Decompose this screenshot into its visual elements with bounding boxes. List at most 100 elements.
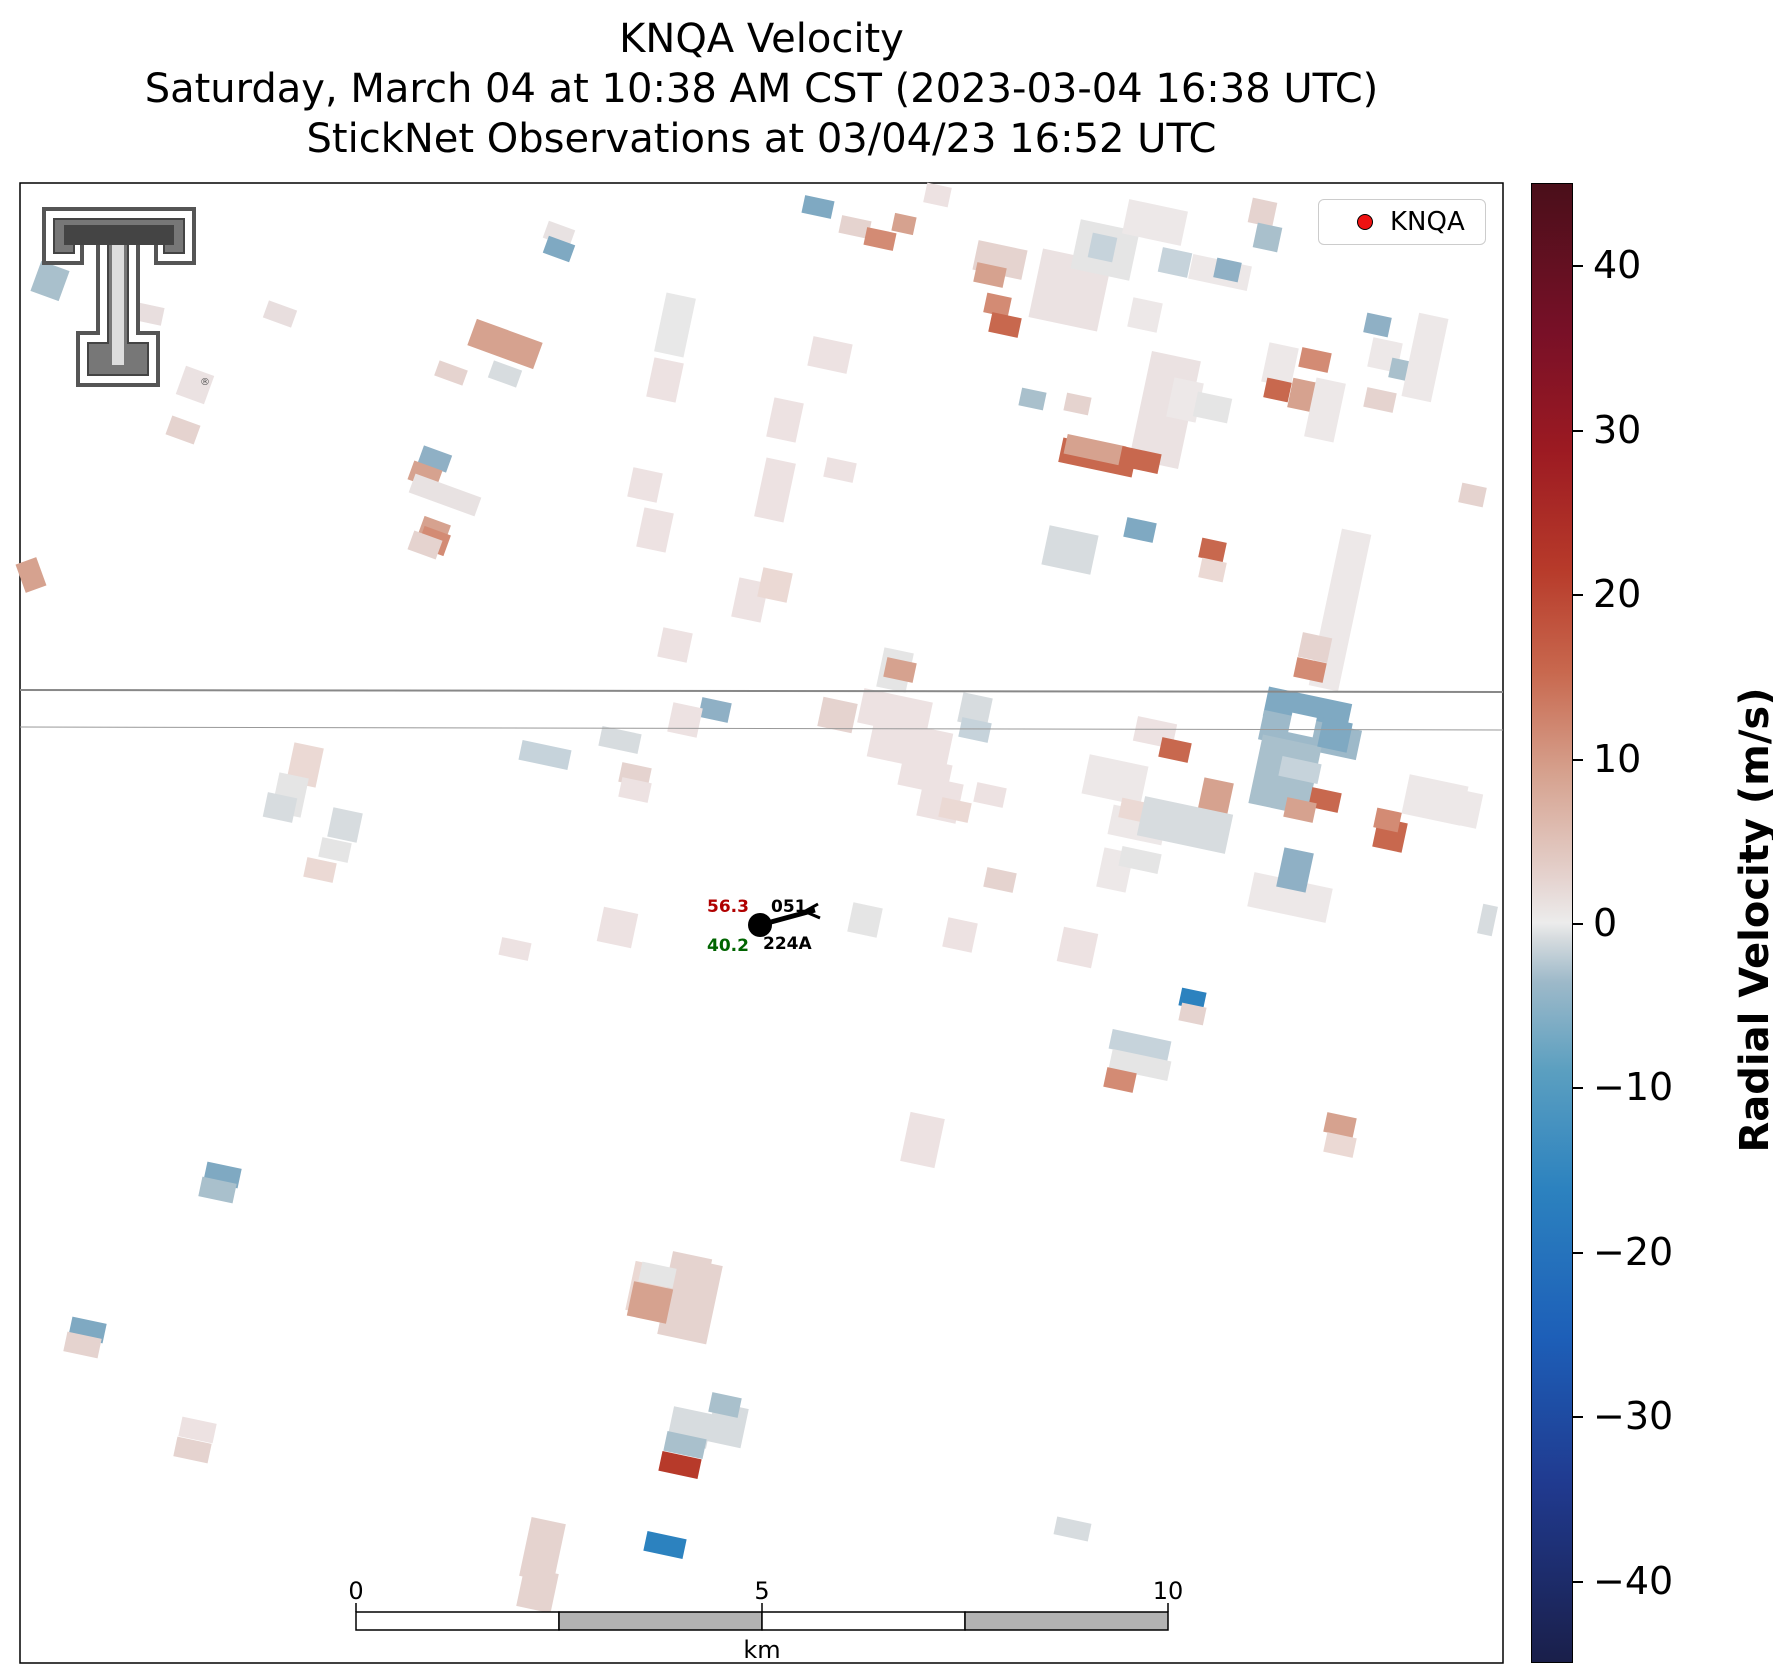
velocity-gate (1458, 482, 1487, 508)
velocity-gate (1198, 557, 1227, 583)
velocity-gate (1247, 197, 1278, 228)
velocity-gate (1108, 1048, 1172, 1082)
colorbar-tick (1573, 1580, 1583, 1583)
velocity-gate (657, 627, 693, 663)
map-legend: KNQA (1318, 199, 1486, 245)
figure-title: KNQA Velocity Saturday, March 04 at 10:3… (20, 14, 1503, 164)
velocity-gate (983, 292, 1012, 318)
velocity-gate (1297, 632, 1333, 663)
velocity-gate (667, 1251, 713, 1284)
velocity-gate (1063, 433, 1127, 467)
velocity-gate (1436, 786, 1484, 829)
velocity-gate (698, 697, 732, 723)
radar-site-marker-icon (1357, 214, 1373, 230)
velocity-gate (627, 467, 663, 503)
scale-tick-label: 0 (348, 1577, 364, 1605)
colorbar-tick-label: 20 (1593, 572, 1642, 617)
velocity-gate (708, 1392, 742, 1418)
velocity-gate (900, 1111, 945, 1169)
velocity-gate (498, 937, 532, 961)
velocity-gate (1158, 737, 1192, 763)
boundary-line (19, 726, 1504, 731)
velocity-gate (178, 1416, 217, 1444)
velocity-gate (958, 717, 992, 743)
velocity-gate (518, 740, 572, 770)
velocity-gate (1198, 537, 1227, 563)
scale-tick-label: 5 (754, 1577, 770, 1605)
velocity-gate (891, 212, 917, 236)
velocity-gate (327, 807, 363, 843)
velocity-gate (1041, 525, 1099, 575)
velocity-gate (262, 792, 298, 823)
wind-barb-flag (805, 910, 821, 920)
colorbar (1531, 183, 1573, 1663)
velocity-gate (643, 1531, 687, 1559)
velocity-gate (487, 360, 523, 388)
velocity-gate (847, 902, 883, 938)
velocity-gate (596, 906, 639, 949)
velocity-gate (63, 1331, 102, 1359)
colorbar-tick-label: 30 (1593, 407, 1642, 452)
velocity-gate (173, 1436, 212, 1464)
colorbar-tick-label: −10 (1593, 1065, 1674, 1110)
colorbar-tick-label: −40 (1593, 1558, 1674, 1603)
velocity-gate (618, 777, 652, 803)
station-dewpoint: 40.2 (707, 936, 749, 956)
velocity-gate (1298, 347, 1332, 373)
velocity-gate (1363, 387, 1397, 413)
velocity-gate (988, 312, 1022, 338)
title-line-3: StickNet Observations at 03/04/23 16:52 … (306, 116, 1217, 162)
velocity-gate (863, 227, 897, 251)
colorbar-tick (1573, 758, 1583, 761)
colorbar-tick (1573, 1087, 1583, 1090)
velocity-gate (408, 473, 482, 517)
velocity-gate (757, 567, 793, 603)
velocity-gate (1123, 517, 1157, 543)
velocity-gate (1122, 199, 1188, 246)
title-line-1: KNQA Velocity (619, 16, 904, 62)
colorbar-tick-label: 40 (1593, 243, 1642, 288)
velocity-gate (807, 336, 853, 374)
velocity-gate (1252, 222, 1283, 253)
velocity-gate (1127, 297, 1163, 333)
velocity-gate (1213, 257, 1242, 283)
velocity-gate (1247, 872, 1333, 923)
velocity-gate (1136, 796, 1234, 854)
colorbar-tick (1573, 923, 1583, 925)
velocity-gate (1287, 377, 1318, 413)
velocity-gate (318, 837, 352, 863)
velocity-gate (1192, 391, 1233, 424)
svg-text:®: ® (200, 377, 210, 388)
velocity-gate (983, 867, 1017, 893)
velocity-gate (1263, 377, 1292, 403)
velocity-gate (1401, 312, 1449, 403)
velocity-gate (1323, 1112, 1357, 1138)
map-frame (19, 182, 1504, 1664)
velocity-gate (754, 457, 796, 523)
scale-unit-label: km (743, 1636, 781, 1664)
velocity-gate (262, 300, 298, 328)
velocity-gate (626, 1281, 674, 1324)
legend-label: KNQA (1390, 207, 1465, 237)
velocity-gate (654, 292, 696, 358)
velocity-gate (303, 857, 337, 883)
velocity-gate (667, 702, 703, 738)
scale-tick-label: 10 (1152, 1577, 1184, 1605)
velocity-gate (1087, 232, 1118, 263)
velocity-gate (1103, 1067, 1137, 1093)
scale-bar (355, 1603, 1169, 1631)
station-id: 224A (763, 934, 812, 954)
velocity-gate (1304, 377, 1346, 443)
velocity-gate (1288, 712, 1317, 738)
velocity-gate (1056, 926, 1099, 969)
velocity-gate (838, 215, 872, 239)
colorbar-title: Radial Velocity (m/s) (1732, 687, 1773, 1153)
velocity-gate (165, 415, 201, 445)
velocity-gate (658, 1451, 702, 1479)
velocity-gate (407, 530, 443, 560)
velocity-gate (133, 302, 165, 326)
colorbar-tick (1573, 594, 1583, 597)
velocity-gate (1108, 1028, 1172, 1062)
velocity-gate (542, 235, 576, 263)
